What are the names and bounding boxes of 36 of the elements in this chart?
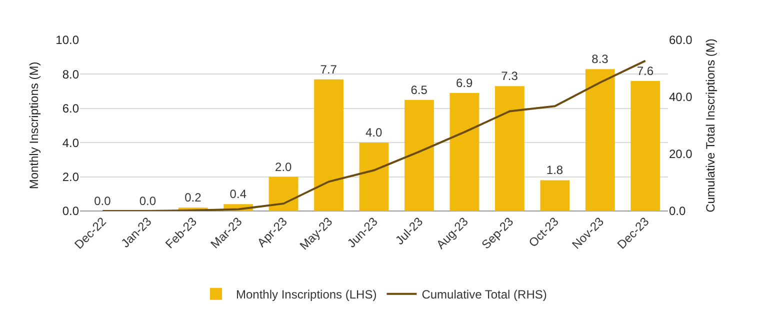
bar [630, 81, 660, 211]
bar [404, 100, 434, 211]
data-label: 8.3 [592, 52, 609, 66]
bar [585, 69, 615, 211]
data-label: 0.2 [184, 190, 202, 205]
legend-label: Monthly Inscriptions (LHS) [236, 288, 377, 302]
bar [450, 93, 480, 211]
data-label: 0.0 [139, 194, 156, 208]
bar [359, 142, 389, 211]
legend-label: Cumulative Total (RHS) [422, 288, 547, 302]
data-label: 6.5 [410, 82, 428, 97]
data-label: 1.8 [546, 163, 564, 178]
y-tick-label: 10.0 [56, 33, 80, 48]
bar [494, 86, 524, 211]
y2-axis-title: Cumulative Total Inscriptions (M) [704, 38, 718, 212]
data-label: 0.4 [230, 187, 247, 202]
y2-tick-label: 60.0 [669, 33, 693, 48]
bar [268, 176, 298, 211]
y-tick-label: 0.0 [62, 204, 80, 218]
data-label: 7.6 [636, 64, 654, 78]
data-label: 7.3 [501, 69, 518, 84]
data-label: 2.0 [275, 160, 292, 174]
y2-tick-label: 20.0 [669, 147, 693, 162]
data-label: 7.7 [320, 62, 338, 76]
data-label: 6.9 [456, 76, 473, 90]
data-label: 0.0 [94, 194, 112, 208]
bar [314, 79, 344, 211]
y-axis-title: Monthly Inscriptions (M) [26, 62, 41, 190]
y2-tick-label: 0.0 [669, 204, 686, 218]
bar [540, 180, 570, 211]
data-label: 4.0 [365, 126, 383, 140]
y-tick-label: 4.0 [62, 136, 80, 150]
y-tick-label: 6.0 [62, 102, 80, 116]
y-tick-label: 2.0 [62, 170, 80, 184]
y2-tick-label: 40.0 [669, 90, 693, 104]
y-tick-label: 8.0 [62, 67, 80, 82]
